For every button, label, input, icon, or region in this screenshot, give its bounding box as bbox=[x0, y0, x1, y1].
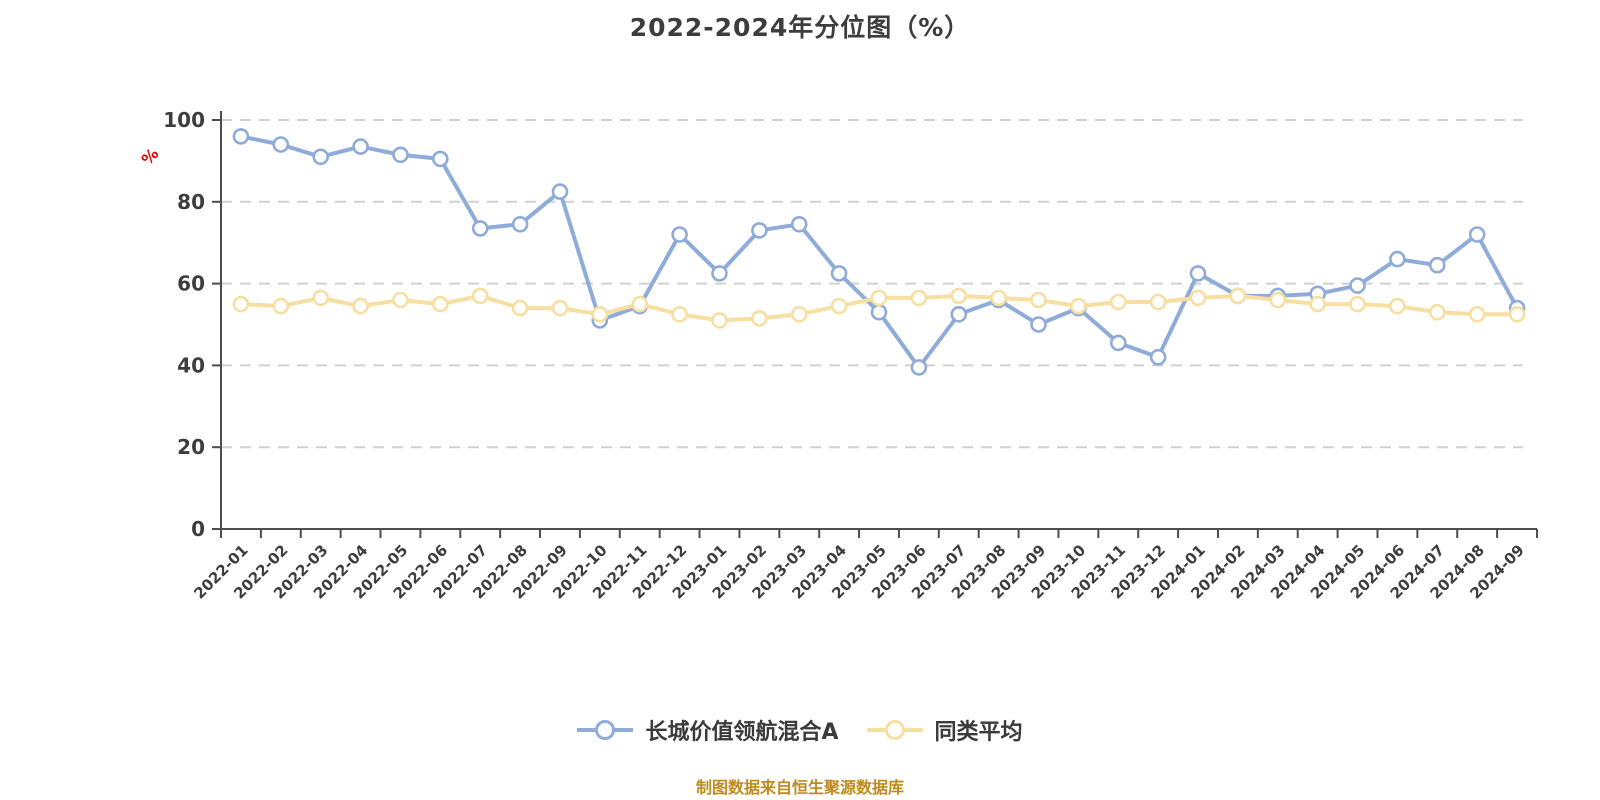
data-point-fund-2022-06[interactable] bbox=[431, 150, 449, 168]
data-point-average-2024-07[interactable] bbox=[1429, 303, 1446, 321]
data-point-average-2022-11[interactable] bbox=[631, 295, 649, 313]
data-point-fund-2022-07[interactable] bbox=[471, 220, 489, 237]
data-point-fund-2022-08[interactable] bbox=[511, 216, 529, 233]
y-axis-label-60: 60 bbox=[177, 272, 205, 296]
data-point-average-2024-04[interactable] bbox=[1309, 295, 1326, 313]
legend-marker-fund-icon bbox=[577, 720, 634, 740]
data-point-average-2022-01[interactable] bbox=[232, 295, 250, 313]
data-point-fund-2022-02[interactable] bbox=[272, 136, 290, 153]
data-point-average-2023-07[interactable] bbox=[950, 287, 968, 305]
percentile-line-chart: 0204060801002022-012022-022022-032022-04… bbox=[163, 108, 1538, 603]
chart-legend: 长城价值领航混合A 同类平均 bbox=[0, 710, 1600, 750]
data-point-fund-2023-12[interactable] bbox=[1149, 348, 1167, 366]
data-point-fund-2023-03[interactable] bbox=[790, 216, 808, 233]
data-point-fund-2022-09[interactable] bbox=[551, 183, 569, 200]
data-point-fund-2024-01[interactable] bbox=[1189, 265, 1207, 282]
data-point-average-2023-05[interactable] bbox=[870, 289, 888, 307]
data-point-average-2024-09[interactable] bbox=[1508, 305, 1526, 323]
legend-item-average[interactable]: 同类平均 bbox=[866, 714, 1023, 746]
data-point-average-2022-03[interactable] bbox=[312, 289, 330, 307]
data-point-fund-2023-02[interactable] bbox=[751, 222, 768, 239]
data-point-fund-2024-05[interactable] bbox=[1349, 277, 1366, 294]
data-point-fund-2024-06[interactable] bbox=[1389, 250, 1406, 268]
data-point-average-2022-05[interactable] bbox=[392, 291, 409, 309]
data-point-average-2022-07[interactable] bbox=[471, 287, 489, 305]
y-axis-label-40: 40 bbox=[177, 353, 205, 377]
data-point-fund-2022-03[interactable] bbox=[312, 148, 330, 166]
y-axis-label-20: 20 bbox=[177, 435, 205, 459]
data-point-average-2022-04[interactable] bbox=[352, 297, 369, 315]
data-point-fund-2023-05[interactable] bbox=[870, 303, 888, 321]
data-point-average-2023-01[interactable] bbox=[711, 312, 728, 329]
chart-title: 2022-2024年分位图（%） bbox=[629, 13, 971, 42]
data-point-average-2022-06[interactable] bbox=[431, 295, 449, 313]
data-source-note: 制图数据来自恒生聚源数据库 bbox=[695, 778, 904, 797]
data-point-average-2023-03[interactable] bbox=[790, 305, 808, 323]
data-point-average-2023-10[interactable] bbox=[1070, 297, 1087, 315]
data-point-average-2022-09[interactable] bbox=[551, 299, 569, 317]
legend-label-average: 同类平均 bbox=[934, 720, 1023, 745]
legend-marker-average-icon bbox=[866, 720, 923, 740]
data-point-fund-2024-07[interactable] bbox=[1429, 256, 1446, 274]
data-point-fund-2023-01[interactable] bbox=[711, 265, 728, 282]
data-point-fund-2023-06[interactable] bbox=[910, 359, 928, 376]
data-point-fund-2023-11[interactable] bbox=[1110, 334, 1127, 352]
data-point-average-2022-02[interactable] bbox=[272, 297, 290, 315]
data-point-average-2024-03[interactable] bbox=[1269, 291, 1287, 309]
data-point-fund-2023-09[interactable] bbox=[1030, 316, 1047, 333]
data-point-fund-2023-07[interactable] bbox=[950, 305, 968, 323]
data-point-average-2023-09[interactable] bbox=[1030, 291, 1047, 309]
data-point-average-2023-12[interactable] bbox=[1149, 293, 1167, 311]
data-point-fund-2022-04[interactable] bbox=[352, 138, 369, 155]
data-point-fund-2024-08[interactable] bbox=[1468, 226, 1486, 243]
y-axis-label-80: 80 bbox=[177, 190, 205, 214]
data-point-average-2023-08[interactable] bbox=[990, 289, 1007, 307]
data-point-average-2022-12[interactable] bbox=[671, 305, 688, 323]
data-point-average-2022-08[interactable] bbox=[511, 299, 529, 317]
data-point-average-2023-02[interactable] bbox=[751, 310, 768, 327]
legend-item-fund[interactable]: 长城价值领航混合A bbox=[577, 714, 839, 746]
data-point-average-2024-05[interactable] bbox=[1349, 295, 1366, 313]
data-point-average-2024-08[interactable] bbox=[1468, 305, 1486, 323]
data-point-fund-2022-05[interactable] bbox=[392, 146, 409, 164]
y-axis-label-100: 100 bbox=[163, 108, 205, 132]
data-point-average-2024-02[interactable] bbox=[1229, 287, 1247, 305]
data-point-average-2022-10[interactable] bbox=[591, 305, 609, 323]
data-point-fund-2022-01[interactable] bbox=[232, 128, 250, 145]
series-line-fund bbox=[238, 134, 1520, 370]
y-axis-label-0: 0 bbox=[191, 517, 205, 541]
data-point-average-2024-06[interactable] bbox=[1389, 297, 1406, 315]
data-point-fund-2023-04[interactable] bbox=[830, 265, 848, 282]
legend-label-fund: 长城价值领航混合A bbox=[645, 720, 839, 745]
data-point-average-2023-11[interactable] bbox=[1110, 293, 1127, 311]
data-point-average-2023-06[interactable] bbox=[910, 289, 928, 307]
data-point-average-2023-04[interactable] bbox=[830, 297, 848, 315]
data-point-average-2024-01[interactable] bbox=[1189, 289, 1207, 307]
data-point-fund-2022-12[interactable] bbox=[671, 226, 688, 243]
